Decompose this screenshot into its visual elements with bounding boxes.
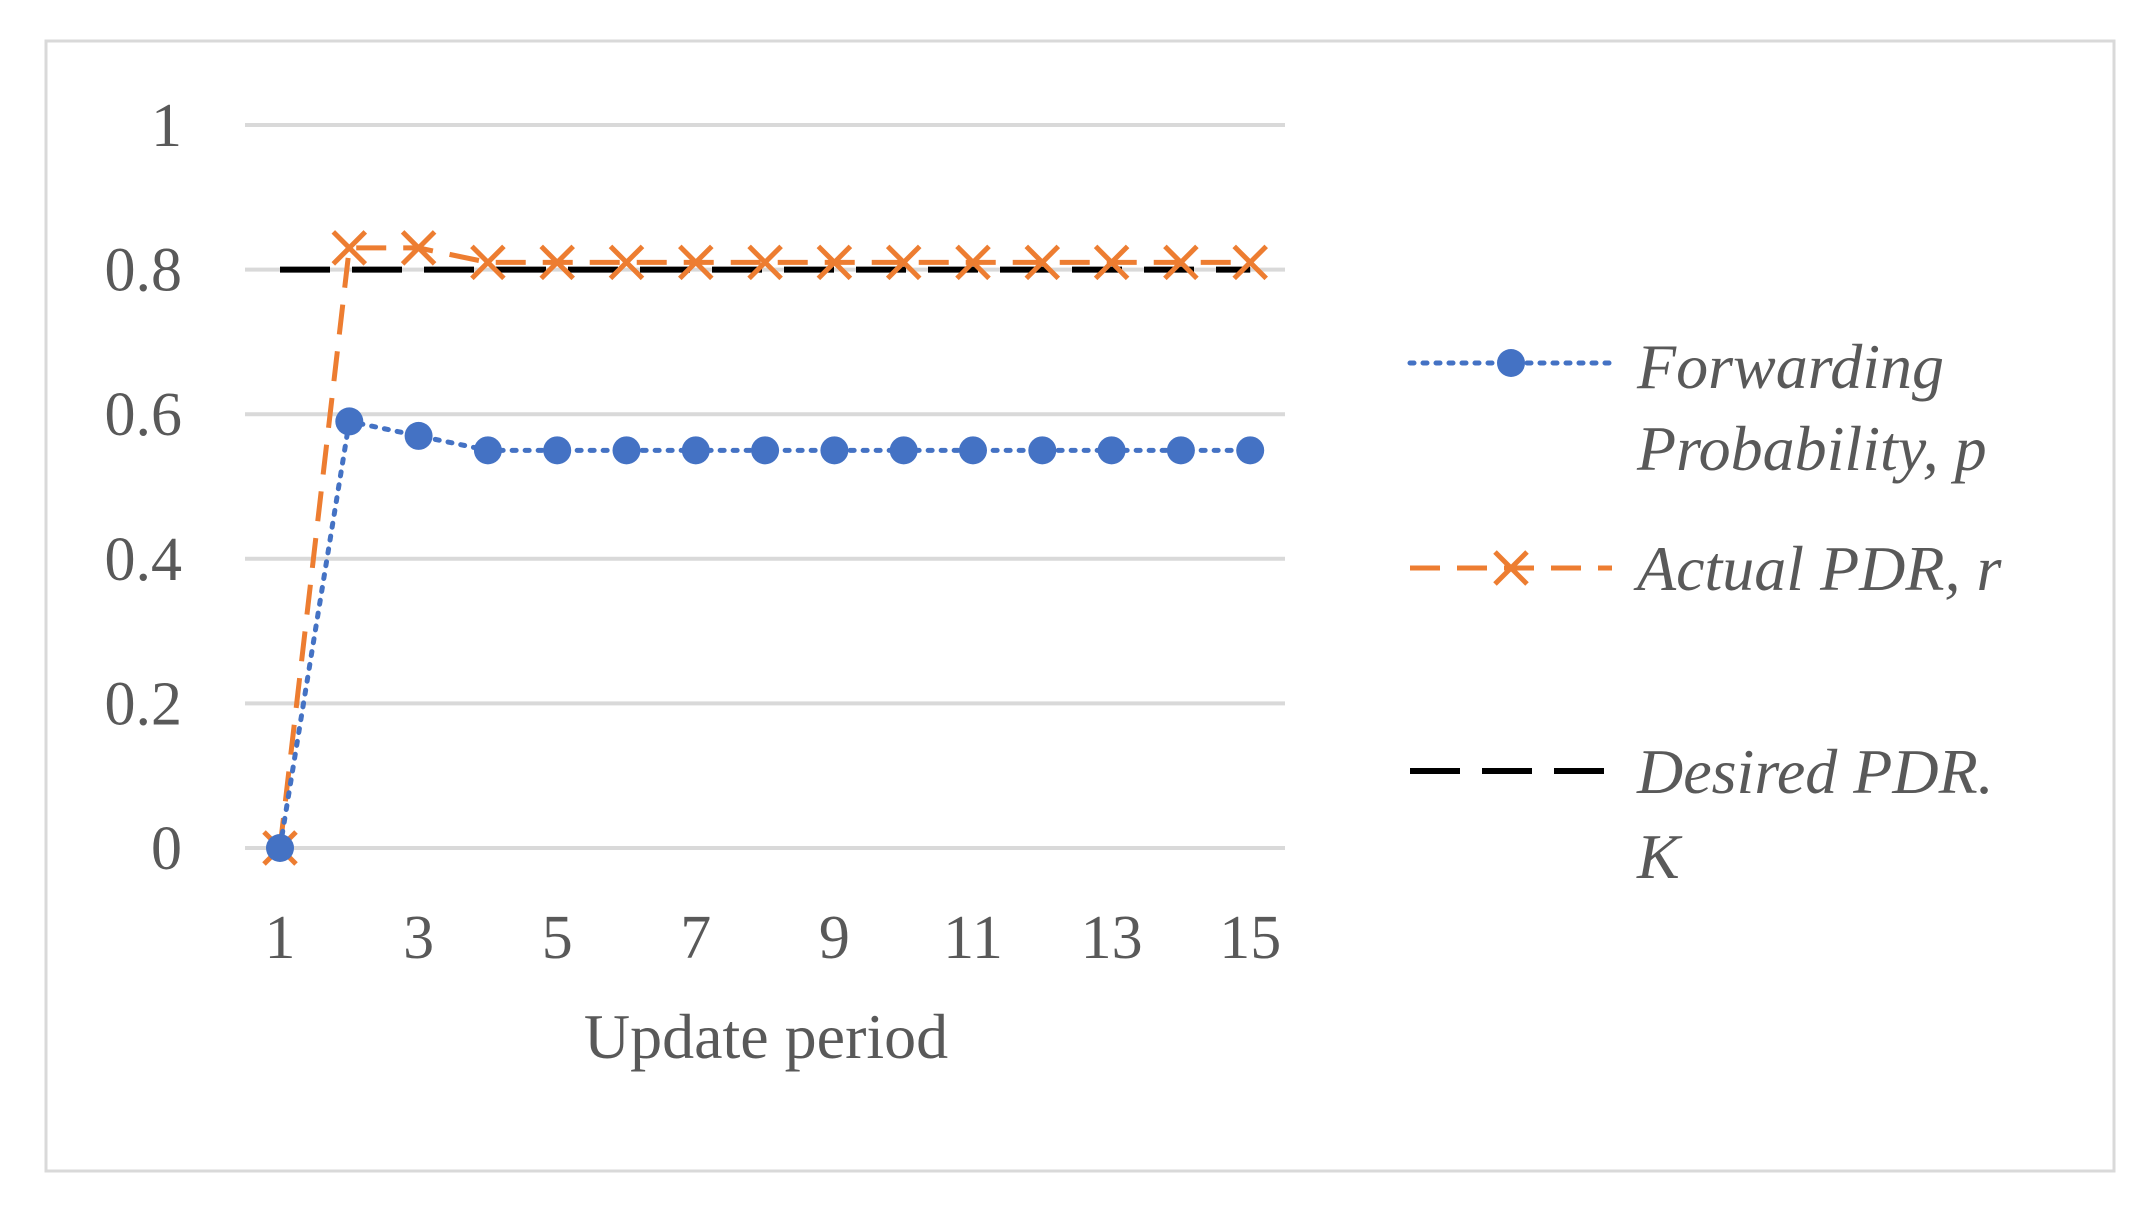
data-point: [889, 436, 918, 465]
data-point: [885, 244, 922, 281]
data-point: [404, 421, 433, 450]
series-line: [277, 245, 1251, 849]
data-point-stroke: [816, 244, 853, 281]
data-point: [820, 436, 849, 465]
legend-label: Forwarding: [1636, 331, 1944, 402]
data-point-stroke: [955, 244, 991, 281]
data-point: [266, 834, 294, 862]
data-point-stroke: [1163, 244, 1199, 281]
data-point: [543, 436, 572, 465]
legend-item: Desired PDR. K: [1410, 736, 1994, 892]
data-point: [335, 407, 364, 436]
data-point-stroke: [1493, 550, 1529, 586]
legend-label: K: [1636, 821, 1683, 892]
x-tick-label: 1: [265, 904, 296, 972]
data-point-stroke: [470, 244, 506, 281]
y-tick-label: 0.6: [105, 381, 183, 449]
data-point: [955, 244, 991, 281]
data-point: [612, 436, 641, 465]
data-point-stroke: [1024, 244, 1061, 281]
data-point: [1024, 244, 1061, 281]
data-point: [400, 230, 437, 266]
data-point-stroke: [1093, 244, 1130, 281]
data-point-stroke: [400, 230, 437, 266]
data-point: [1163, 244, 1199, 281]
data-point-stroke: [331, 230, 368, 266]
x-axis-title: Update period: [584, 1001, 948, 1072]
data-point-stroke: [608, 244, 645, 281]
data-point-stroke: [678, 244, 714, 281]
y-tick-label: 0: [151, 815, 182, 883]
y-tick-label: 0.8: [105, 237, 183, 305]
data-point: [1232, 244, 1268, 281]
data-point: [1493, 550, 1529, 586]
x-tick-label: 3: [403, 904, 434, 972]
data-point: [1497, 349, 1525, 377]
data-point: [1093, 244, 1130, 281]
legend-item: Actual PDR, r: [1410, 533, 2002, 604]
data-point-stroke: [539, 244, 575, 281]
y-tick-label: 1: [151, 92, 182, 160]
plot-area: [262, 230, 1268, 866]
data-point: [473, 436, 502, 465]
data-point: [1236, 436, 1265, 465]
y-tick-label: 0.2: [105, 670, 183, 738]
y-tick-label: 0.4: [105, 526, 183, 594]
y-axis: 0 0.2 0.4 0.6 0.8 1: [105, 92, 183, 883]
data-point: [1166, 436, 1195, 465]
legend: Forwarding Probability, p Actual PDR, r Des…: [1407, 331, 2002, 892]
x-tick-label: 7: [680, 904, 711, 972]
data-point-stroke: [747, 244, 783, 281]
data-point: [539, 244, 575, 281]
data-point: [751, 436, 780, 465]
data-point-stroke: [1232, 244, 1268, 281]
x-tick-label: 11: [943, 904, 1003, 972]
gridlines: [245, 123, 1285, 850]
x-tick-label: 13: [1081, 904, 1143, 972]
data-point: [608, 244, 645, 281]
data-point: [331, 230, 368, 266]
x-tick-label: 5: [542, 904, 573, 972]
data-point: [681, 436, 710, 465]
data-point: [816, 244, 853, 281]
data-point: [1028, 436, 1057, 465]
data-point: [959, 436, 987, 465]
data-point: [1097, 436, 1126, 465]
data-point: [470, 244, 506, 281]
x-axis: 1 3 5 7 9 11 13 15: [265, 904, 1282, 972]
data-point: [678, 244, 714, 281]
data-point: [747, 244, 783, 281]
chart-border: [44, 39, 2116, 1173]
x-tick-label: 15: [1219, 904, 1281, 972]
legend-label: Probability, p: [1636, 413, 1987, 484]
legend-item: Forwarding Probability, p: [1407, 331, 1987, 484]
x-tick-label: 9: [819, 904, 850, 972]
legend-label: Desired PDR.: [1636, 736, 1994, 807]
data-point-stroke: [885, 244, 922, 281]
legend-label: Actual PDR, r: [1633, 533, 2002, 604]
